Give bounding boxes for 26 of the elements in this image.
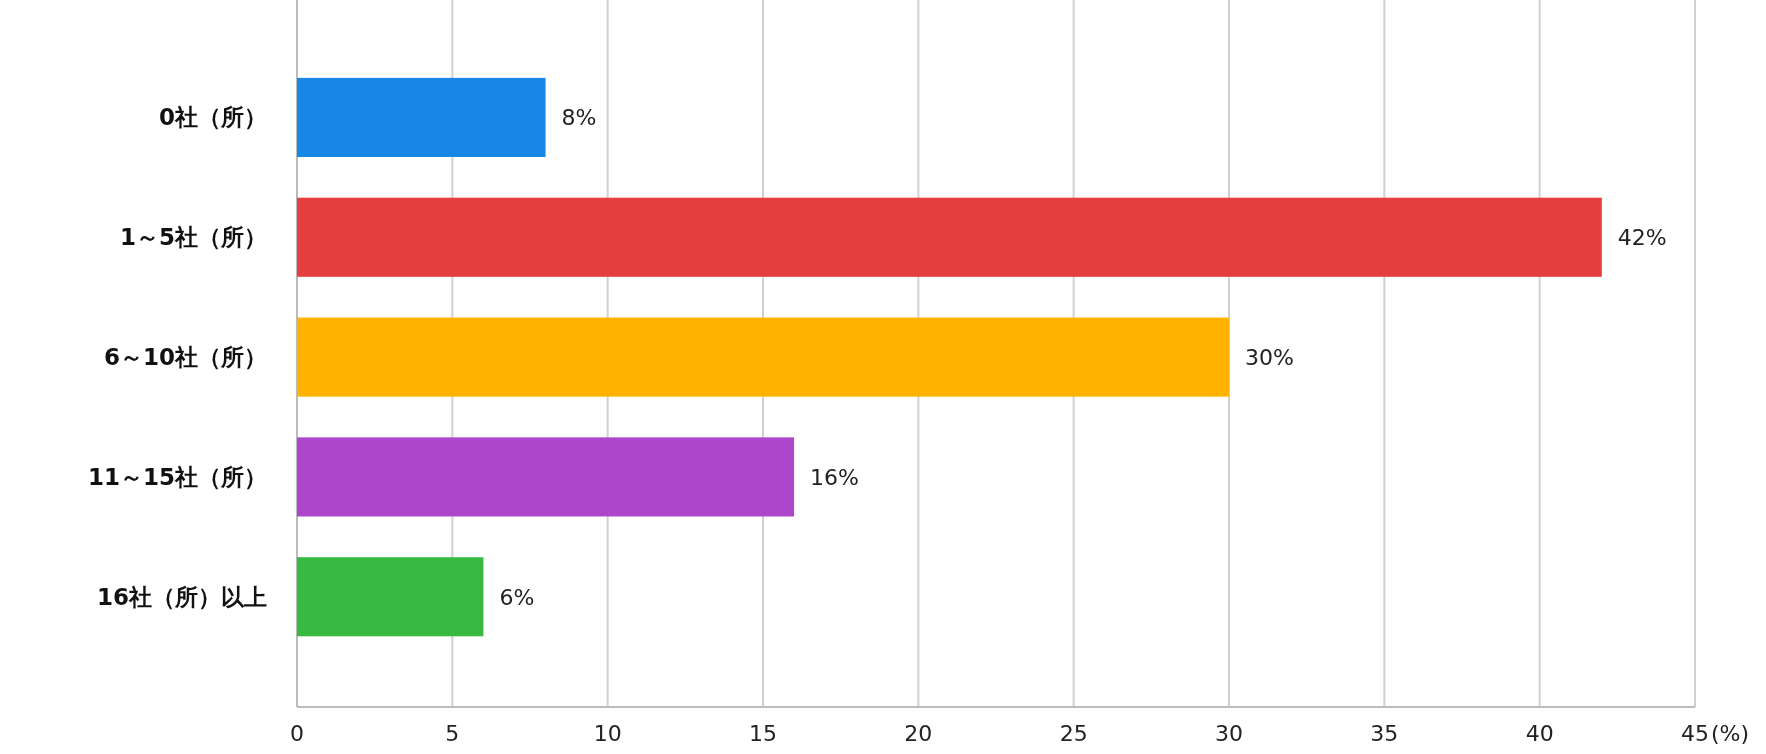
bar — [297, 317, 1229, 397]
x-axis-title: (%) — [1711, 721, 1750, 746]
data-label: 16% — [810, 464, 859, 490]
data-label: 6% — [499, 584, 535, 610]
x-tick-label: 35 — [1370, 721, 1399, 746]
data-label: 42% — [1617, 225, 1667, 251]
bar — [297, 197, 1602, 277]
data-label: 30% — [1245, 345, 1294, 371]
x-tick-label: 25 — [1059, 721, 1088, 746]
y-tick-label: 6～10社（所） — [103, 344, 267, 371]
data-label: 8% — [561, 105, 597, 131]
bar — [297, 437, 795, 517]
bar — [297, 557, 484, 637]
y-tick-label: 16社（所）以上 — [96, 583, 267, 610]
x-tick-label: 40 — [1525, 721, 1554, 746]
x-tick-label: 20 — [904, 721, 933, 746]
y-tick-label: 11～15社（所） — [87, 463, 267, 490]
bar — [297, 77, 546, 157]
y-tick-label: 1～5社（所） — [119, 224, 267, 251]
x-tick-label: 45 — [1681, 721, 1709, 746]
x-tick-label: 30 — [1215, 721, 1243, 746]
x-tick-label: 0 — [290, 721, 304, 746]
y-tick-label: 0社（所） — [158, 104, 267, 131]
x-tick-label: 5 — [445, 721, 460, 746]
x-tick-label: 10 — [593, 721, 622, 746]
x-tick-label: 15 — [749, 721, 777, 746]
